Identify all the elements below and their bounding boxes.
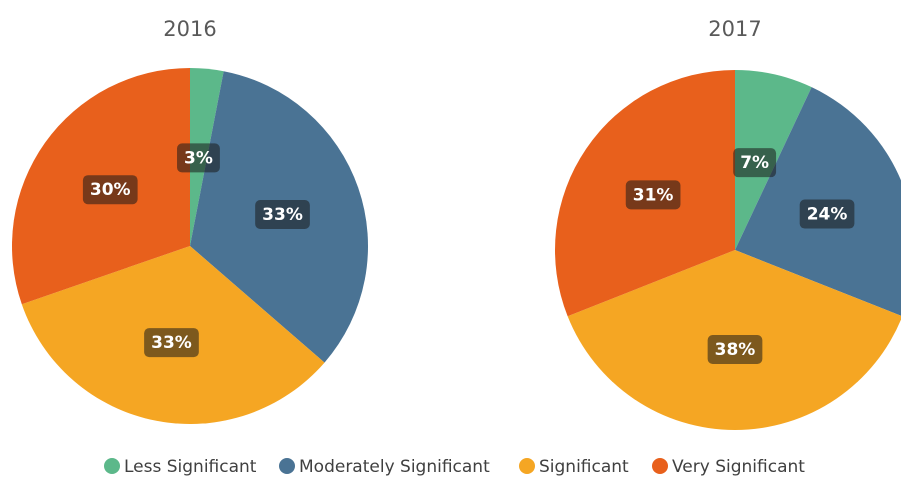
value-label: 33%: [262, 205, 303, 225]
legend-label: Very Significant: [672, 457, 805, 477]
legend-label: Less Significant: [124, 457, 257, 477]
value-label-bg: [799, 199, 855, 229]
value-label-bg: [177, 143, 220, 173]
value-label-bg: [144, 328, 199, 358]
value-label-bg: [625, 180, 681, 210]
legend-marker: [279, 458, 295, 474]
value-label: 3%: [184, 148, 213, 168]
value-label-bg: [82, 175, 138, 205]
legend-label: Moderately Significant: [299, 457, 490, 477]
legend-label: Significant: [539, 457, 629, 477]
value-label-bg: [255, 199, 310, 229]
value-label: 33%: [151, 333, 192, 353]
chart-title: 2016: [163, 17, 216, 41]
value-label: 38%: [715, 340, 756, 360]
legend-marker: [652, 458, 668, 474]
value-label: 24%: [807, 205, 848, 225]
legend-marker: [519, 458, 535, 474]
value-label: 30%: [90, 180, 131, 200]
value-label-bg: [707, 335, 763, 364]
legend-marker: [104, 458, 120, 474]
value-label: 7%: [740, 153, 769, 173]
value-label: 31%: [633, 185, 674, 205]
value-label-bg: [733, 148, 777, 178]
chart-title: 2017: [708, 17, 761, 41]
